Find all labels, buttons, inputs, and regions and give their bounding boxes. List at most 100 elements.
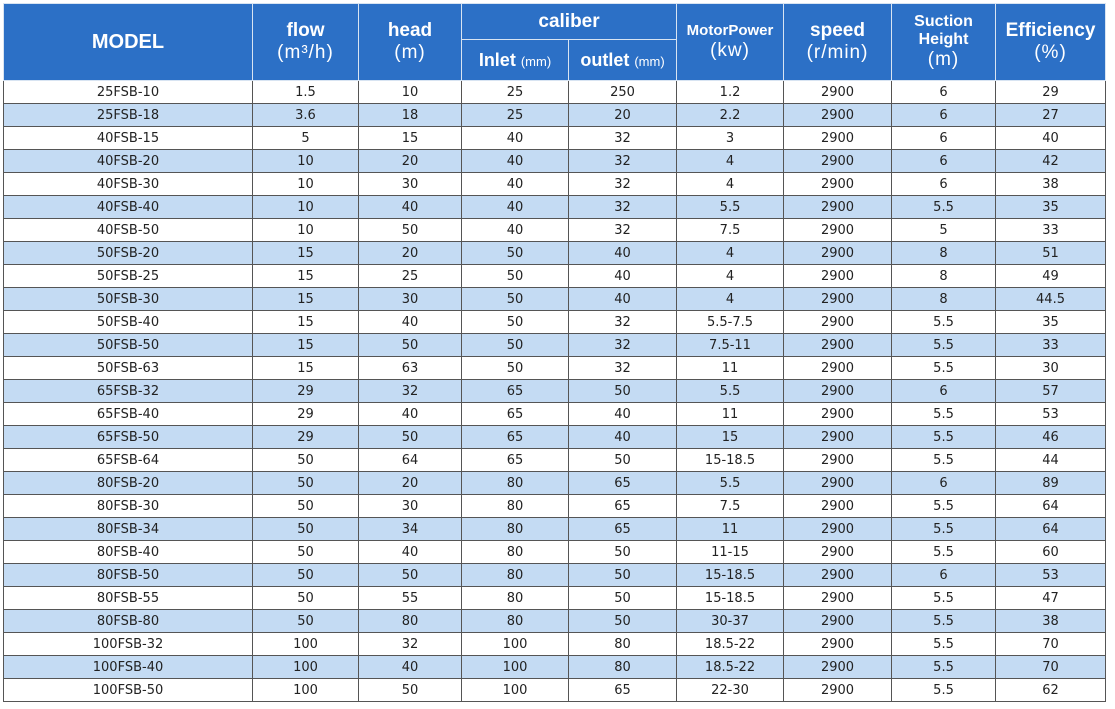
value-cell: 34 [358, 517, 462, 541]
value-cell: 30 [358, 494, 462, 518]
value-cell: 38 [995, 609, 1107, 633]
value-cell: 2900 [783, 80, 893, 104]
value-cell: 10 [358, 80, 462, 104]
table-row: 80FSB-30 50 30 80 65 7.5 2900 5.5 64 [3, 494, 1107, 518]
value-cell: 2900 [783, 471, 893, 495]
value-cell: 20 [567, 103, 678, 127]
header-text: caliber [538, 10, 600, 32]
model-cell: 80FSB-34 [3, 517, 253, 541]
value-cell: 29 [252, 379, 359, 403]
value-cell: 32 [567, 126, 678, 150]
value-cell: 32 [358, 632, 462, 656]
value-cell: 5.5 [891, 655, 997, 679]
header-cell: outlet (mm) [567, 39, 678, 81]
value-cell: 5.5 [891, 448, 997, 472]
value-cell: 3.6 [252, 103, 359, 127]
value-cell: 8 [891, 241, 997, 265]
value-cell: 10 [252, 172, 359, 196]
value-cell: 18 [358, 103, 462, 127]
table-row: 65FSB-64 50 64 65 50 15-18.5 2900 5.5 44 [3, 448, 1107, 472]
value-cell: 2900 [783, 379, 893, 403]
header-text: MODEL [91, 30, 165, 53]
model-cell: 25FSB-18 [3, 103, 253, 127]
value-cell: 2900 [783, 218, 893, 242]
value-cell: 2900 [783, 540, 893, 564]
value-cell: 50 [252, 471, 359, 495]
value-cell: 5 [891, 218, 997, 242]
value-cell: 65 [567, 494, 678, 518]
header-text: Efficiency [1005, 20, 1096, 42]
value-cell: 15 [358, 126, 462, 150]
header-unit: (mm) [520, 53, 552, 69]
value-cell: 10 [252, 218, 359, 242]
value-cell: 5.5 [891, 678, 997, 702]
value-cell: 2.2 [676, 103, 785, 127]
value-cell: 2900 [783, 448, 893, 472]
header-unit: (mm) [634, 53, 665, 69]
value-cell: 4 [676, 264, 785, 288]
value-cell: 47 [995, 586, 1107, 610]
model-cell: 65FSB-40 [3, 402, 253, 426]
value-cell: 3 [676, 126, 785, 150]
table-row: 40FSB-50 10 50 40 32 7.5 2900 5 33 [3, 218, 1107, 242]
value-cell: 40 [567, 425, 678, 449]
value-cell: 15 [252, 264, 359, 288]
header-unit: (%) [1034, 42, 1067, 63]
value-cell: 50 [252, 563, 359, 587]
value-cell: 2900 [783, 287, 893, 311]
value-cell: 11 [676, 402, 785, 426]
value-cell: 2900 [783, 425, 893, 449]
value-cell: 40 [358, 195, 462, 219]
header-text: head [387, 20, 433, 42]
value-cell: 70 [995, 632, 1107, 656]
model-cell: 50FSB-25 [3, 264, 253, 288]
value-cell: 40 [358, 655, 462, 679]
value-cell: 64 [358, 448, 462, 472]
value-cell: 65 [461, 402, 569, 426]
value-cell: 5 [252, 126, 359, 150]
value-cell: 5.5 [891, 494, 997, 518]
value-cell: 50 [461, 287, 569, 311]
value-cell: 40 [461, 172, 569, 196]
table-row: 50FSB-63 15 63 50 32 11 2900 5.5 30 [3, 356, 1107, 380]
table-row: 80FSB-80 50 80 80 50 30-37 2900 5.5 38 [3, 609, 1107, 633]
value-cell: 2900 [783, 678, 893, 702]
value-cell: 6 [891, 126, 997, 150]
model-cell: 100FSB-40 [3, 655, 253, 679]
value-cell: 2900 [783, 586, 893, 610]
value-cell: 2900 [783, 103, 893, 127]
value-cell: 50 [358, 563, 462, 587]
value-cell: 40 [567, 241, 678, 265]
table-row: 80FSB-50 50 50 80 50 15-18.5 2900 6 53 [3, 563, 1107, 587]
header-text: Suction Height [914, 12, 973, 49]
value-cell: 6 [891, 471, 997, 495]
value-cell: 50 [252, 586, 359, 610]
header-unit: (m³/h) [277, 42, 334, 63]
table-row: 50FSB-50 15 50 50 32 7.5-11 2900 5.5 33 [3, 333, 1107, 357]
value-cell: 35 [995, 195, 1107, 219]
table-row: 50FSB-30 15 30 50 40 4 2900 8 44.5 [3, 287, 1107, 311]
header-cell: MotorPower (kw) [676, 3, 785, 81]
value-cell: 42 [995, 149, 1107, 173]
value-cell: 100 [252, 678, 359, 702]
model-cell: 40FSB-30 [3, 172, 253, 196]
value-cell: 6 [891, 103, 997, 127]
value-cell: 50 [252, 517, 359, 541]
value-cell: 2900 [783, 402, 893, 426]
value-cell: 5.5 [891, 402, 997, 426]
value-cell: 40 [358, 310, 462, 334]
value-cell: 65 [567, 471, 678, 495]
value-cell: 55 [358, 586, 462, 610]
value-cell: 2900 [783, 149, 893, 173]
value-cell: 25 [358, 264, 462, 288]
value-cell: 33 [995, 333, 1107, 357]
table-row: 40FSB-30 10 30 40 32 4 2900 6 38 [3, 172, 1107, 196]
model-cell: 80FSB-20 [3, 471, 253, 495]
table-row: 50FSB-20 15 20 50 40 4 2900 8 51 [3, 241, 1107, 265]
value-cell: 50 [461, 333, 569, 357]
value-cell: 40 [461, 126, 569, 150]
header-unit: (m) [927, 49, 960, 71]
value-cell: 44 [995, 448, 1107, 472]
value-cell: 32 [567, 172, 678, 196]
value-cell: 2900 [783, 241, 893, 265]
